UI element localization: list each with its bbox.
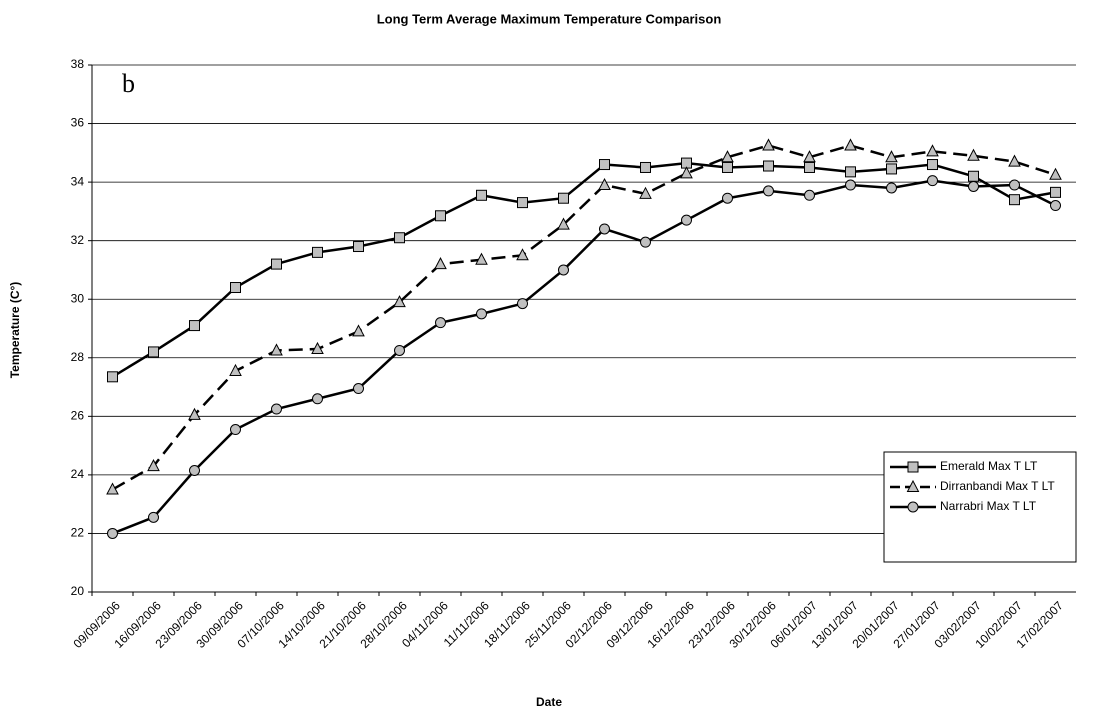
marker <box>844 138 857 151</box>
marker <box>968 181 979 193</box>
y-tick-label: 36 <box>71 116 85 130</box>
marker <box>640 161 651 173</box>
marker <box>1009 194 1020 206</box>
y-tick-label: 20 <box>71 584 85 598</box>
marker <box>352 324 365 337</box>
marker <box>680 166 693 179</box>
series-line <box>111 161 1056 378</box>
marker <box>148 346 159 358</box>
marker <box>639 186 652 199</box>
marker <box>394 232 405 244</box>
marker <box>517 197 528 209</box>
marker <box>311 341 324 354</box>
marker <box>681 214 692 226</box>
series-line <box>111 144 1056 491</box>
marker <box>927 159 938 171</box>
marker <box>721 150 734 163</box>
marker <box>763 160 774 172</box>
legend-label: Dirranbandi Max T LT <box>940 479 1055 493</box>
y-tick-label: 26 <box>71 409 85 423</box>
marker <box>516 248 529 261</box>
marker <box>312 393 323 405</box>
y-tick-label: 34 <box>71 174 85 188</box>
y-tick-label: 30 <box>71 291 85 305</box>
marker <box>434 257 447 270</box>
x-axis-title: Date <box>536 695 562 709</box>
legend-label: Emerald Max T LT <box>940 459 1038 473</box>
marker <box>475 252 488 265</box>
marker <box>107 371 118 383</box>
marker <box>353 241 364 253</box>
marker <box>1050 186 1061 198</box>
legend-label: Narrabri Max T LT <box>940 499 1037 513</box>
marker <box>722 161 733 173</box>
marker <box>845 179 856 191</box>
marker <box>722 192 733 204</box>
marker <box>803 150 816 163</box>
series-line <box>112 179 1057 535</box>
marker <box>926 144 939 157</box>
marker <box>270 343 283 356</box>
marker <box>435 210 446 222</box>
marker <box>1050 200 1061 212</box>
marker <box>906 479 920 492</box>
marker <box>907 461 919 473</box>
marker <box>517 298 528 310</box>
marker <box>147 459 160 472</box>
marker <box>845 166 856 178</box>
marker <box>804 189 815 201</box>
marker <box>927 175 938 187</box>
marker <box>557 217 570 230</box>
marker <box>312 246 323 258</box>
marker <box>886 182 897 194</box>
marker <box>476 189 487 201</box>
marker <box>640 236 651 248</box>
marker <box>907 501 919 513</box>
marker <box>599 223 610 235</box>
marker <box>230 282 241 294</box>
marker <box>967 148 980 161</box>
marker <box>762 138 775 151</box>
marker <box>1009 179 1020 191</box>
marker <box>804 161 815 173</box>
marker <box>558 192 569 204</box>
y-tick-label: 38 <box>71 57 85 71</box>
marker <box>885 150 898 163</box>
y-tick-label: 24 <box>71 467 85 481</box>
marker <box>886 163 897 175</box>
marker <box>271 258 282 270</box>
marker <box>1008 154 1021 167</box>
marker <box>229 363 242 376</box>
marker <box>599 159 610 171</box>
marker <box>435 317 446 329</box>
marker <box>763 185 774 197</box>
marker <box>394 344 405 356</box>
y-axis-title: Temperature (C°) <box>8 282 22 379</box>
marker <box>106 482 119 495</box>
y-tick-label: 28 <box>71 350 85 364</box>
chart-title: Long Term Average Maximum Temperature Co… <box>377 11 722 26</box>
marker <box>968 170 979 182</box>
marker <box>1049 167 1062 180</box>
marker <box>189 320 200 332</box>
marker <box>271 403 282 415</box>
annotation: b <box>122 69 135 98</box>
marker <box>393 295 406 308</box>
marker <box>230 424 241 436</box>
marker <box>188 407 201 420</box>
marker <box>558 264 569 276</box>
marker <box>598 177 611 191</box>
marker <box>148 511 159 523</box>
y-tick-label: 22 <box>71 526 85 540</box>
marker <box>107 527 118 539</box>
y-tick-label: 32 <box>71 233 85 247</box>
marker <box>476 308 487 320</box>
marker <box>189 464 200 476</box>
marker <box>353 383 364 395</box>
